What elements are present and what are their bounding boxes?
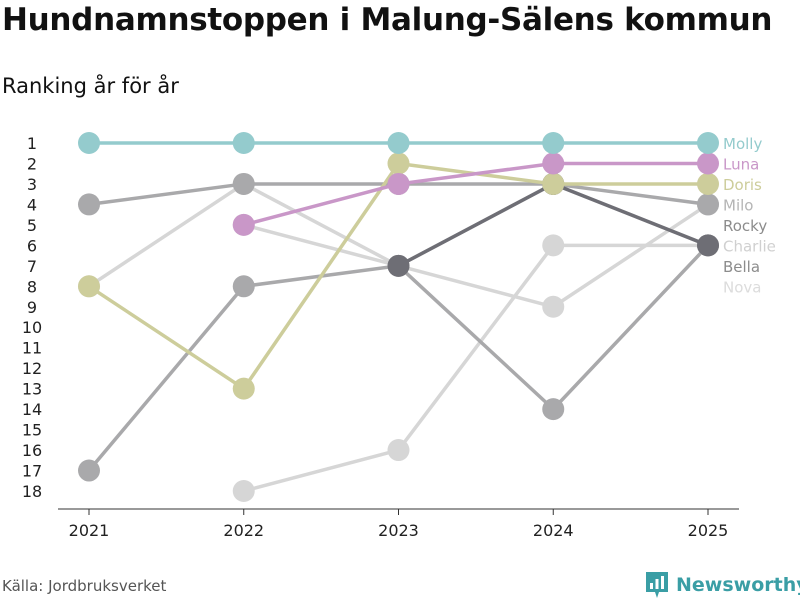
point-milo [232, 172, 255, 195]
y-tick-label: 18 [22, 482, 42, 501]
series-line-rocky [87, 244, 710, 472]
y-tick-label: 4 [27, 195, 37, 214]
point-lucy [542, 295, 565, 318]
source-note: Källa: Jordbruksverket [2, 577, 167, 595]
point-luna [232, 213, 255, 236]
y-tick-label: 11 [22, 339, 42, 358]
point-bella [697, 234, 719, 257]
x-tick-label: 2024 [533, 521, 574, 540]
point-nova [387, 439, 410, 462]
series-label-molly: Molly [723, 135, 762, 153]
point-molly [78, 132, 100, 154]
point-molly [697, 132, 719, 154]
point-rocky [78, 459, 100, 482]
point-molly [542, 132, 565, 154]
y-tick-label: 5 [27, 216, 37, 235]
point-nova [232, 480, 255, 502]
series-label-luna: Luna [723, 155, 759, 173]
chart-title: Hundnamnstoppen i Malung-Sälens kommun [2, 2, 773, 38]
y-tick-label: 3 [27, 175, 37, 194]
series-label-charlie: Charlie [723, 237, 776, 255]
chart-subtitle: Ranking år för år [2, 74, 179, 98]
point-molly [232, 132, 255, 154]
series-label-milo: Milo [723, 196, 753, 214]
y-tick-label: 1 [27, 134, 37, 153]
x-tick-label: 2021 [69, 521, 110, 540]
y-tick-label: 9 [27, 298, 37, 317]
series-label-bella: Bella [723, 258, 760, 276]
y-tick-label: 16 [22, 441, 42, 460]
series-line-nova [243, 243, 708, 493]
brand-name: Newsworthy [676, 574, 800, 596]
newsworthy-logo-icon [646, 572, 668, 598]
series-label-rocky: Rocky [723, 217, 767, 235]
point-rocky [542, 398, 565, 421]
point-milo [697, 193, 719, 216]
point-rocky [232, 275, 255, 298]
point-molly [387, 132, 410, 154]
point-doris [78, 275, 100, 298]
y-tick-label: 10 [22, 318, 42, 337]
y-tick-label: 8 [27, 277, 37, 296]
y-tick-label: 7 [27, 257, 37, 276]
point-doris [697, 172, 719, 195]
series-line-luna [243, 161, 708, 227]
point-doris [387, 152, 410, 175]
series-label-nova: Nova [723, 278, 761, 296]
point-bella [387, 254, 410, 277]
y-tick-label: 15 [22, 421, 42, 440]
y-tick-label: 2 [27, 154, 37, 173]
point-nova [542, 234, 565, 257]
point-luna [697, 152, 719, 175]
x-tick-label: 2025 [688, 521, 729, 540]
point-luna [387, 172, 410, 195]
y-tick-label: 12 [22, 359, 42, 378]
point-doris [542, 172, 565, 195]
point-milo [78, 193, 100, 216]
point-doris [232, 377, 255, 400]
series-label-doris: Doris [723, 176, 762, 194]
brand-logo[interactable]: Newsworthy [644, 569, 800, 601]
x-tick-label: 2022 [223, 521, 264, 540]
y-tick-label: 17 [22, 462, 42, 481]
y-tick-label: 6 [27, 236, 37, 255]
point-luna [542, 152, 565, 175]
y-tick-label: 13 [22, 380, 42, 399]
y-tick-label: 14 [22, 400, 42, 419]
x-tick-label: 2023 [378, 521, 419, 540]
series-line-lucy [243, 202, 709, 309]
